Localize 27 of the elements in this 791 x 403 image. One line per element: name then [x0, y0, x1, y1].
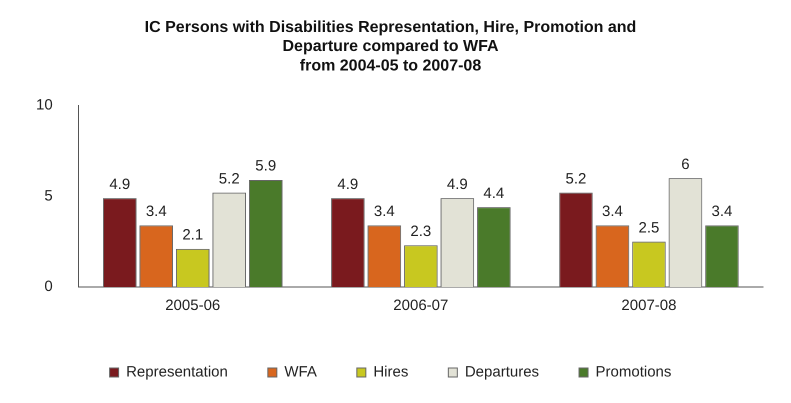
- data-label: 4.9: [446, 176, 468, 193]
- legend-label: Promotions: [596, 364, 672, 381]
- x-tick-label: 2005-06: [165, 297, 220, 314]
- data-label: 4.9: [109, 176, 130, 193]
- data-label: 5.9: [255, 158, 276, 175]
- data-label: 6: [681, 156, 690, 173]
- data-label: 3.4: [374, 202, 395, 220]
- data-label: 5.2: [566, 170, 586, 188]
- data-label: 2.1: [182, 226, 204, 244]
- data-label: 2.3: [410, 222, 432, 240]
- legend-label: Departures: [464, 364, 540, 381]
- data-label: 4.4: [483, 184, 504, 202]
- legend-label: Hires: [373, 364, 408, 381]
- x-tick-label: 2006-07: [393, 297, 448, 314]
- legend-label: WFA: [284, 364, 317, 381]
- legend-label: Representation: [126, 364, 228, 381]
- data-label: 2.5: [638, 219, 660, 236]
- chart-title: IC Persons with Disabilities Representation, Hire, Promotion and Departure compared to WFA from 2004-05 to 2007-08: [144, 19, 636, 74]
- x-tick-label: 2007-08: [621, 297, 676, 314]
- data-label: 3.4: [712, 202, 732, 220]
- y-tick-label: 5: [44, 187, 53, 204]
- y-tick-label: 10: [36, 96, 53, 114]
- data-label: 4.9: [337, 176, 358, 193]
- y-tick-label: 0: [44, 278, 53, 296]
- data-label: 5.2: [218, 170, 240, 188]
- data-label: 3.4: [146, 202, 167, 220]
- data-label: 3.4: [602, 202, 623, 220]
